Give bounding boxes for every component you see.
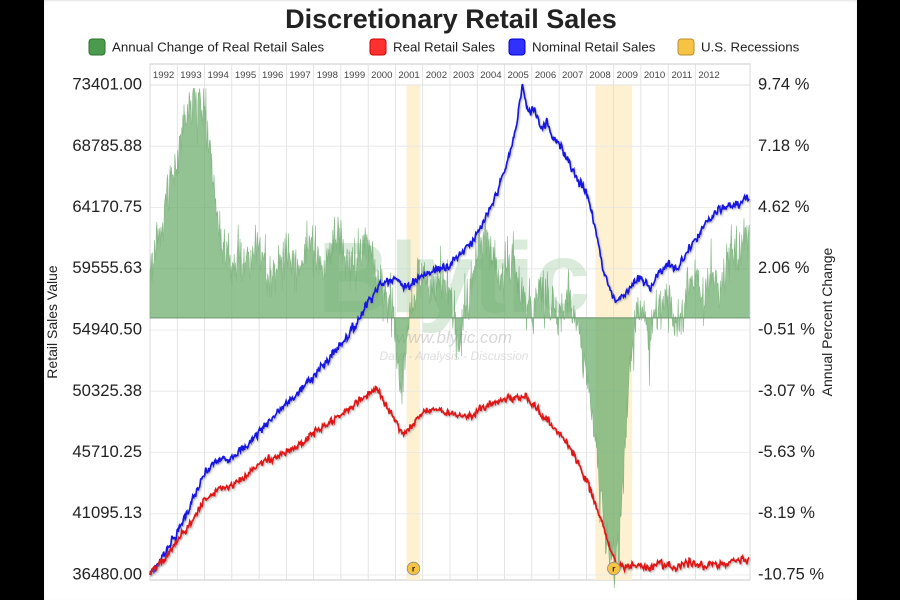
svg-text:2011: 2011 [671, 70, 692, 81]
svg-text:1995: 1995 [235, 70, 256, 81]
svg-text:1994: 1994 [208, 70, 230, 81]
svg-text:Nominal Retail Sales: Nominal Retail Sales [532, 40, 656, 55]
svg-text:1997: 1997 [289, 70, 310, 81]
svg-text:54940.50: 54940.50 [72, 320, 142, 339]
svg-text:www.blytic.com: www.blytic.com [396, 328, 512, 347]
svg-text:9.74 %: 9.74 % [758, 76, 810, 94]
svg-text:2010: 2010 [644, 70, 665, 81]
svg-text:-0.51 %: -0.51 % [758, 321, 815, 339]
svg-text:1992: 1992 [153, 70, 174, 81]
svg-text:41095.13: 41095.13 [72, 503, 142, 522]
svg-text:-10.75 %: -10.75 % [758, 566, 824, 584]
svg-text:2003: 2003 [453, 70, 474, 81]
svg-text:45710.25: 45710.25 [72, 442, 142, 461]
svg-text:2007: 2007 [562, 70, 583, 81]
svg-text:1999: 1999 [344, 70, 365, 81]
svg-text:Real Retail Sales: Real Retail Sales [393, 40, 495, 55]
svg-text:Annual Change of Real Retail S: Annual Change of Real Retail Sales [112, 40, 324, 55]
svg-text:7.18 %: 7.18 % [758, 137, 810, 155]
svg-text:2009: 2009 [617, 70, 638, 81]
svg-text:2002: 2002 [426, 70, 447, 81]
svg-text:U.S. Recessions: U.S. Recessions [701, 40, 800, 55]
svg-text:2005: 2005 [508, 70, 529, 81]
svg-text:1998: 1998 [317, 70, 338, 81]
svg-text:Retail Sales Value: Retail Sales Value [44, 265, 60, 379]
svg-text:4.62 %: 4.62 % [758, 198, 810, 216]
svg-text:2.06 %: 2.06 % [758, 259, 810, 277]
svg-text:2006: 2006 [535, 70, 556, 81]
svg-text:36480.00: 36480.00 [72, 565, 142, 584]
svg-text:2000: 2000 [371, 70, 392, 81]
svg-text:-5.63 %: -5.63 % [758, 443, 815, 461]
svg-text:50325.38: 50325.38 [72, 381, 142, 400]
svg-text:59555.63: 59555.63 [72, 258, 142, 277]
svg-text:Annual Percent Change: Annual Percent Change [819, 247, 835, 396]
svg-text:2008: 2008 [589, 70, 610, 81]
svg-text:68785.88: 68785.88 [72, 136, 142, 155]
svg-text:1996: 1996 [262, 70, 283, 81]
svg-text:64170.75: 64170.75 [72, 197, 142, 216]
svg-text:2004: 2004 [480, 70, 502, 81]
svg-text:1993: 1993 [180, 70, 201, 81]
svg-text:Discretionary Retail Sales: Discretionary Retail Sales [285, 4, 617, 34]
svg-text:73401.00: 73401.00 [72, 75, 142, 94]
svg-text:-3.07 %: -3.07 % [758, 382, 815, 400]
svg-text:2001: 2001 [398, 70, 419, 81]
svg-text:2012: 2012 [698, 70, 719, 81]
svg-text:-8.19 %: -8.19 % [758, 504, 815, 522]
